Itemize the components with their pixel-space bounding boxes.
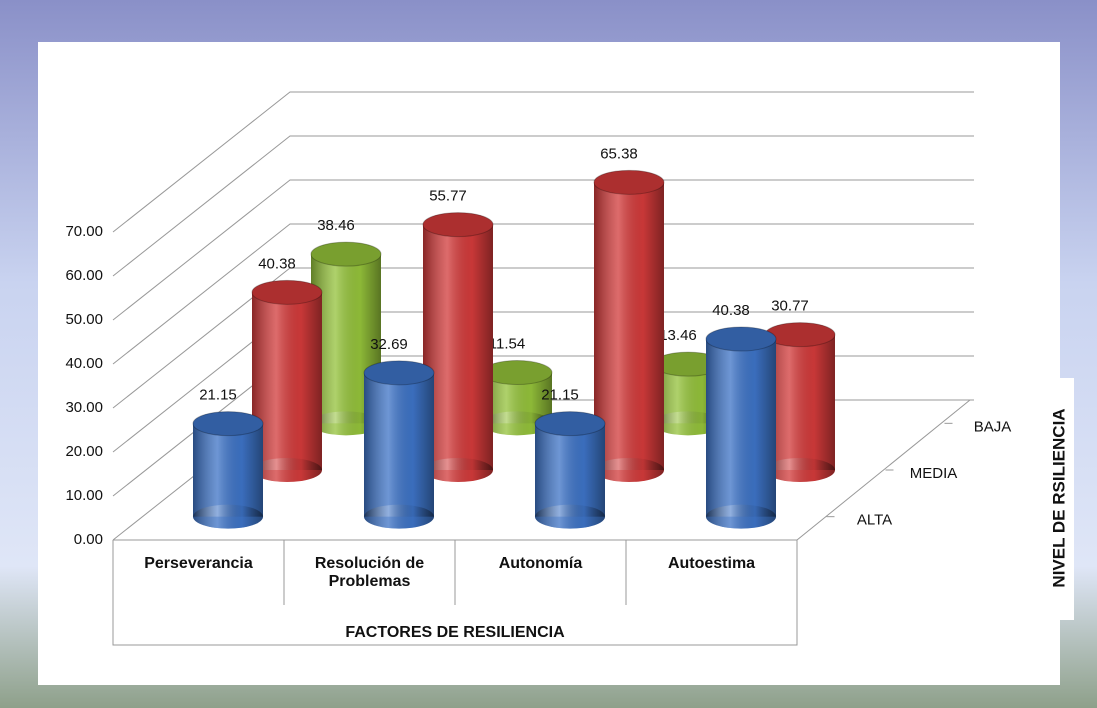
cylinder-top-shade — [193, 411, 263, 436]
cylinder — [422, 212, 494, 482]
cylinder-top-shade — [482, 360, 552, 385]
value-label: 40.38 — [712, 302, 750, 319]
cylinder-top-shade — [423, 212, 493, 237]
cylinder-body-shade — [706, 338, 776, 517]
chart-panel — [38, 42, 1060, 685]
cylinder-top — [192, 411, 264, 437]
cylinder — [705, 326, 777, 529]
cylinder-body-shade — [252, 292, 322, 470]
category-box — [112, 540, 798, 646]
cylinder — [192, 411, 264, 529]
cylinder-top-shade — [706, 326, 776, 351]
y-tick-label: 60.00 — [65, 267, 103, 284]
x-tick-label: Perseverancia — [144, 555, 253, 572]
cylinder-top — [251, 279, 323, 305]
cylinder-top — [310, 241, 382, 267]
cylinder-body-shade — [535, 423, 605, 517]
cylinder-top-shade — [311, 242, 381, 267]
value-label: 11.54 — [489, 336, 525, 353]
cylinder-top — [705, 326, 777, 352]
cylinder-top — [422, 212, 494, 238]
value-label: 32.69 — [370, 336, 408, 353]
y-tick-label: 20.00 — [65, 443, 103, 460]
x-axis-title: FACTORES DE RESILIENCIA — [345, 624, 565, 641]
cylinder-body-shade — [423, 224, 493, 470]
z-axis-title: NIVEL DE RSILIENCIA — [1049, 408, 1068, 587]
z-tick-label: ALTA — [857, 512, 892, 529]
cylinder — [251, 279, 323, 482]
grid-line — [112, 267, 974, 409]
y-tick-label: 70.00 — [65, 223, 103, 240]
cylinder-body-shade — [364, 372, 434, 517]
grid-line — [112, 223, 974, 365]
y-tick-label: 40.00 — [65, 355, 103, 372]
value-label: 55.77 — [429, 188, 467, 205]
x-tick-label: Resolución de Problemas — [314, 555, 425, 590]
cylinder-top-shade — [653, 352, 723, 377]
y-tick-label: 50.00 — [65, 311, 103, 328]
z-tick-label: MEDIA — [910, 465, 958, 482]
cylinder — [534, 411, 606, 529]
cylinder — [310, 241, 382, 436]
value-label: 38.46 — [317, 217, 355, 234]
cylinder — [363, 360, 435, 529]
value-label: 21.15 — [199, 387, 237, 404]
y-tick-label: 30.00 — [65, 399, 103, 416]
cylinder-body-shade — [193, 423, 263, 517]
value-label: 13.46 — [659, 327, 697, 344]
cylinder-top-shade — [252, 280, 322, 305]
grid-line — [112, 91, 974, 233]
grid-line — [112, 179, 974, 321]
y-tick-label: 10.00 — [65, 487, 103, 504]
value-label: 40.38 — [258, 255, 296, 272]
cylinder-top — [534, 411, 606, 437]
x-tick-label: Autoestima — [667, 555, 756, 572]
cylinder — [481, 360, 553, 436]
value-label: 65.38 — [600, 145, 638, 162]
z-title-bg — [1046, 378, 1074, 620]
value-label: 21.15 — [541, 387, 579, 404]
cylinder-body-shade — [594, 182, 664, 470]
grid-line — [112, 135, 974, 277]
x-tick-label: Autonomía — [498, 555, 583, 572]
cylinder — [593, 169, 665, 482]
cylinder-top-shade — [364, 360, 434, 385]
cylinder-body-shade — [765, 334, 835, 470]
y-tick-label: 0.00 — [74, 531, 103, 548]
cylinder-top — [363, 360, 435, 386]
z-tick-label: BAJA — [974, 418, 1012, 435]
cylinder-top-shade — [535, 411, 605, 436]
cylinder-top — [593, 169, 665, 195]
cylinder-top-shade — [765, 322, 835, 347]
cylinder-top-shade — [594, 170, 664, 195]
cylinder — [764, 322, 836, 482]
value-label: 30.77 — [771, 298, 809, 315]
